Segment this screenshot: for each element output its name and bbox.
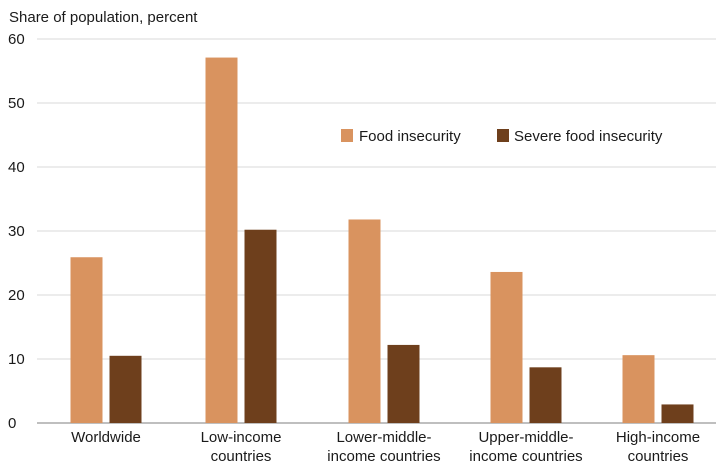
category-label: countries bbox=[211, 448, 272, 465]
y-tick-label: 0 bbox=[8, 415, 16, 432]
category-label: Lower-middle- bbox=[336, 429, 431, 446]
bars bbox=[70, 57, 694, 424]
category-label: Worldwide bbox=[71, 429, 141, 446]
y-tick-label: 50 bbox=[8, 95, 25, 112]
category-label: countries bbox=[628, 448, 689, 465]
bar-food-insecurity bbox=[205, 57, 238, 424]
y-tick-label: 60 bbox=[8, 31, 25, 48]
category-labels: Worldwide Low-income countries Lower-middle… bbox=[71, 429, 700, 465]
legend-label-food-insecurity: Food insecurity bbox=[359, 128, 461, 145]
bar-food-insecurity bbox=[348, 219, 381, 423]
y-tick-label: 10 bbox=[8, 351, 25, 368]
y-axis-label: Share of population, percent bbox=[9, 9, 198, 26]
bar-severe-food-insecurity bbox=[244, 229, 277, 423]
bar-severe-food-insecurity bbox=[109, 355, 142, 423]
category-label: income countries bbox=[469, 448, 582, 465]
bar-food-insecurity bbox=[490, 271, 523, 423]
y-tick-label: 20 bbox=[8, 287, 25, 304]
bar-food-insecurity bbox=[70, 257, 103, 423]
y-tick-labels: 0 10 20 30 40 50 60 bbox=[8, 31, 25, 432]
bar-severe-food-insecurity bbox=[387, 344, 420, 423]
category-label: Upper-middle- bbox=[478, 429, 573, 446]
bar-food-insecurity bbox=[622, 355, 655, 423]
legend: Food insecurity Severe food insecurity bbox=[341, 128, 663, 145]
legend-swatch-severe-food-insecurity bbox=[497, 129, 509, 142]
category-label: High-income bbox=[616, 429, 700, 446]
legend-label-severe-food-insecurity: Severe food insecurity bbox=[514, 128, 663, 145]
category-label: income countries bbox=[327, 448, 440, 465]
bar-severe-food-insecurity bbox=[661, 404, 694, 423]
category-label: Low-income bbox=[201, 429, 282, 446]
legend-swatch-food-insecurity bbox=[341, 129, 353, 142]
bar-severe-food-insecurity bbox=[529, 367, 562, 423]
y-tick-label: 40 bbox=[8, 159, 25, 176]
y-tick-label: 30 bbox=[8, 223, 25, 240]
